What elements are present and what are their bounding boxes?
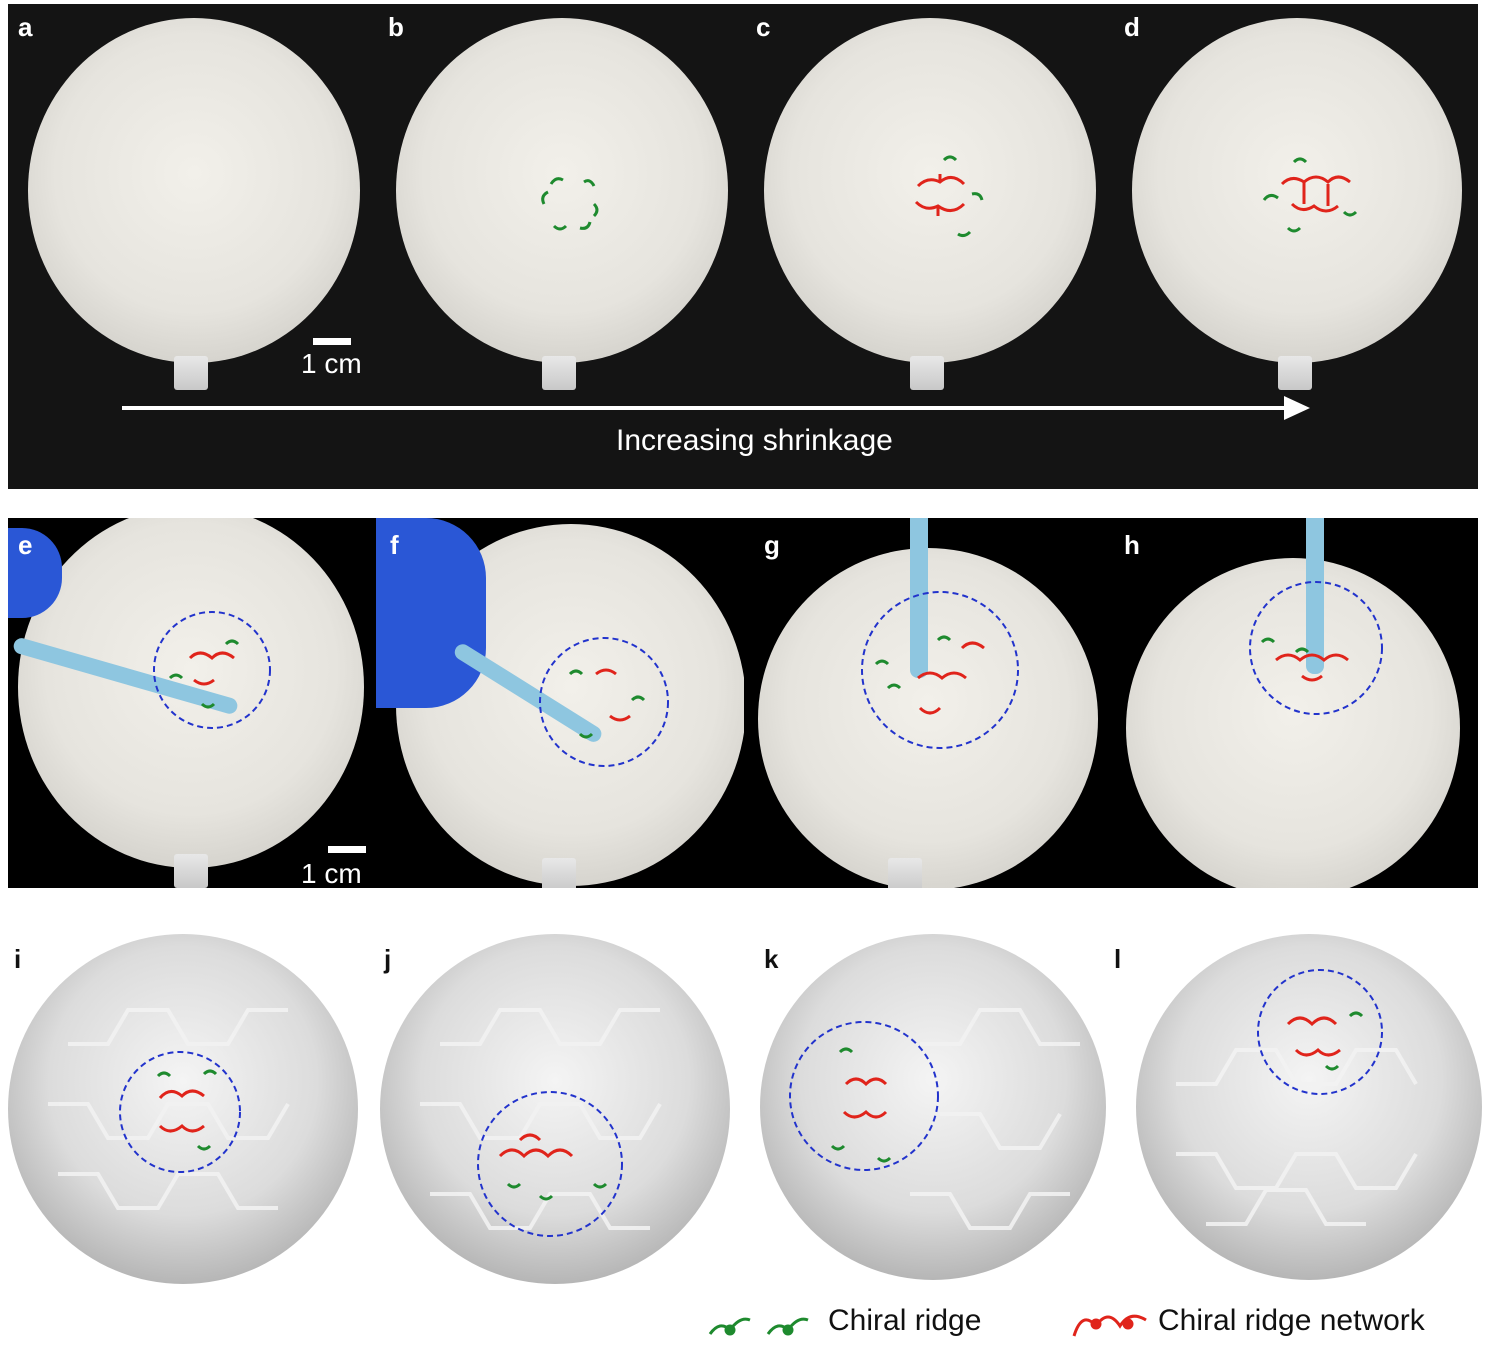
shell-photo xyxy=(764,18,1096,363)
chiral-ridge-ring xyxy=(541,177,599,231)
shell-photo xyxy=(396,18,728,363)
dashed-circle xyxy=(153,611,271,729)
panel-h: h xyxy=(1112,518,1478,888)
arrow-caption: Increasing shrinkage xyxy=(616,424,893,457)
panel-label-c: c xyxy=(756,12,771,42)
panel-f: f xyxy=(376,518,744,888)
row-probe-photos: e 1 cm f g h xyxy=(8,518,1478,888)
panel-b: b xyxy=(376,4,744,489)
stem xyxy=(174,854,208,888)
panel-label-b: b xyxy=(388,12,404,42)
panel-label-e: e xyxy=(18,530,33,560)
panel-d: d xyxy=(1112,4,1478,489)
chiral-ridge-network-icon xyxy=(1072,1314,1147,1337)
legend-chiral-ridge-network: Chiral ridge network xyxy=(1158,1304,1425,1337)
panel-label-i: i xyxy=(14,944,22,974)
chiral-ridge-network-d xyxy=(1262,157,1358,233)
scale-label: 1 cm xyxy=(301,348,362,379)
shrinkage-arrow xyxy=(122,406,1292,410)
sim-shell-k xyxy=(760,934,1106,1280)
chiral-ridge-network-c xyxy=(914,155,984,238)
panel-label-k: k xyxy=(764,944,779,974)
row-shrinkage-photos: a 1 cm b c d xyxy=(8,4,1478,489)
sim-pattern-l xyxy=(1176,969,1418,1226)
panel-e: e 1 cm xyxy=(8,518,376,888)
sim-pattern-k xyxy=(789,1008,1080,1230)
sim-pattern-j xyxy=(420,1008,662,1237)
shell-photo xyxy=(28,18,360,363)
panel-label-h: h xyxy=(1124,530,1140,560)
legend-chiral-ridge: Chiral ridge xyxy=(828,1304,982,1337)
panel-label-l: l xyxy=(1114,944,1122,974)
stem xyxy=(542,858,576,888)
shell-photo xyxy=(1126,558,1460,888)
panel-label-g: g xyxy=(764,530,780,560)
panel-label-f: f xyxy=(390,530,399,560)
sim-shell-i xyxy=(8,934,358,1284)
stem xyxy=(888,858,922,888)
dashed-circle xyxy=(539,637,669,767)
dashed-circle xyxy=(861,591,1019,749)
stem xyxy=(1278,356,1312,390)
scale-bar xyxy=(328,846,366,853)
shell-photo xyxy=(758,548,1098,888)
chiral-ridge-icon xyxy=(708,1317,809,1336)
dashed-circle xyxy=(1249,581,1383,715)
sim-shell-l xyxy=(1136,934,1482,1280)
panel-label-j: j xyxy=(384,944,392,974)
probe-rod xyxy=(1306,518,1324,674)
scale-label: 1 cm xyxy=(301,858,362,888)
panel-c: c xyxy=(744,4,1112,489)
panel-a: a 1 cm xyxy=(8,4,376,489)
panel-label-d: d xyxy=(1124,12,1140,42)
sim-pattern-i xyxy=(48,1008,290,1210)
scale-bar xyxy=(313,338,351,345)
arrowhead-icon xyxy=(1284,396,1310,420)
stem xyxy=(174,356,208,390)
panel-g: g xyxy=(744,518,1112,888)
panel-label-a: a xyxy=(18,12,33,42)
shell-photo xyxy=(1132,18,1462,363)
stem xyxy=(542,356,576,390)
glove xyxy=(376,518,486,708)
sim-shell-j xyxy=(380,934,730,1284)
stem xyxy=(910,356,944,390)
glove xyxy=(8,528,62,618)
probe-rod xyxy=(910,518,928,678)
